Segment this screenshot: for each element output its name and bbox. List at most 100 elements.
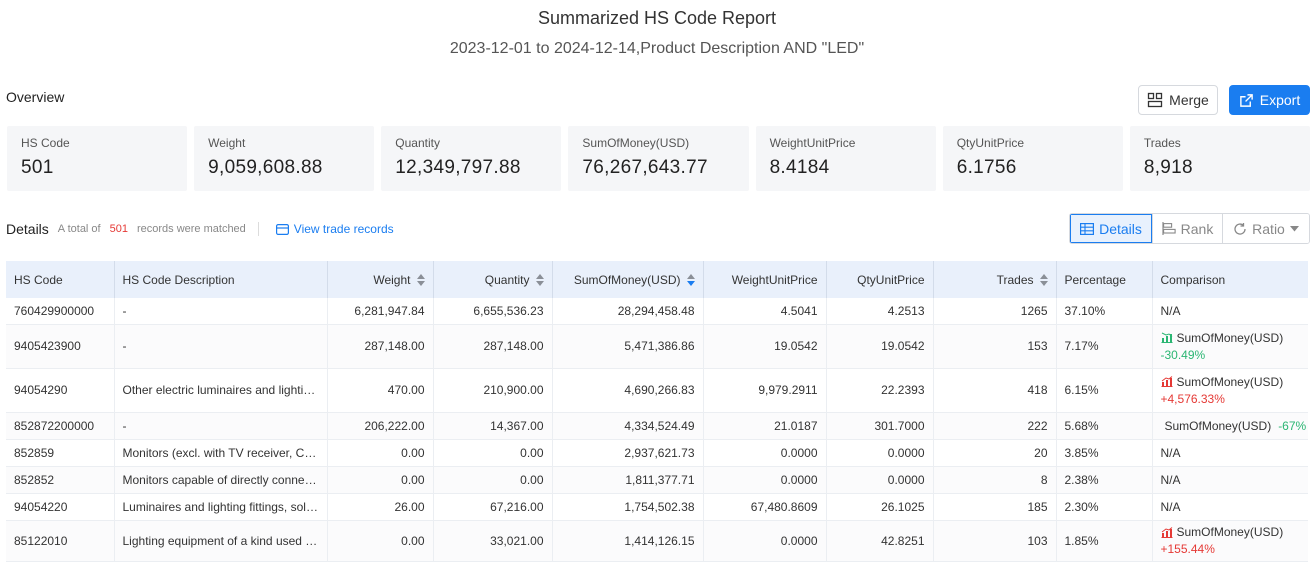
overview-label: Overview (6, 89, 65, 105)
cell-quantity: 33,021.00 (433, 520, 553, 562)
cell-comparison: N/A (1152, 466, 1308, 494)
merge-label: Merge (1169, 92, 1209, 108)
cell-hs-code: 852859 (6, 439, 115, 467)
cell-weight: 6,281,947.84 (327, 298, 434, 325)
tab-ratio[interactable]: Ratio (1222, 214, 1309, 243)
cell-trades: 153 (933, 324, 1057, 369)
card-sum-of-money: SumOfMoney(USD) 76,267,643.77 (568, 126, 749, 191)
comparison-line: SumOfMoney(USD) (1161, 375, 1301, 389)
comparison-line: SumOfMoney(USD) -67% (1161, 418, 1307, 433)
cell-trades: 185 (933, 493, 1057, 521)
merge-icon (1148, 92, 1163, 108)
header-label: Weight (373, 272, 411, 287)
cell-description: - (114, 298, 328, 325)
sort-icon[interactable] (416, 274, 425, 287)
card-quantity: Quantity 12,349,797.88 (381, 126, 562, 191)
column-header-sum-of-money[interactable]: SumOfMoney(USD) (552, 261, 704, 298)
trend-up-icon (1161, 376, 1172, 387)
cell-trades: 1265 (933, 298, 1057, 325)
rank-icon (1162, 222, 1176, 235)
cell-sum-of-money: 1,754,502.38 (552, 493, 704, 521)
tab-ratio-label: Ratio (1252, 220, 1285, 237)
tab-details-label: Details (1099, 220, 1142, 237)
export-button[interactable]: Export (1229, 85, 1310, 115)
comparison-line: SumOfMoney(USD) (1161, 331, 1301, 345)
card-value: 8.4184 (769, 157, 830, 178)
cell-quantity: 287,148.00 (433, 324, 553, 369)
card-label: HS Code (21, 136, 70, 150)
cell-hs-code: 94054220 (6, 493, 115, 521)
card-value: 76,267,643.77 (582, 157, 708, 178)
table-body: 760429900000-6,281,947.84 6,655,536.23 28,… (6, 298, 1308, 562)
total-prefix: A total of (57, 223, 101, 235)
report-subtitle: 2023-12-01 to 2024-12-14,Product Descrip… (449, 40, 865, 57)
cell-quantity: 0.00 (433, 466, 553, 494)
card-label: Quantity (395, 136, 440, 150)
cell-weight: 206,222.00 (327, 412, 434, 440)
table-icon (1080, 222, 1095, 235)
cell-comparison: N/A (1152, 439, 1308, 467)
merge-button[interactable]: Merge (1138, 85, 1218, 115)
cell-sum-of-money: 1,811,377.71 (552, 466, 704, 494)
total-count: 501 (109, 223, 128, 235)
sort-desc-icon[interactable] (686, 274, 695, 287)
total-suffix: records were matched (136, 223, 246, 235)
column-header-quantity[interactable]: Quantity (433, 261, 553, 298)
table-row: 94054290 Other electric luminaires and li… (6, 368, 1308, 413)
cell-qty-unit-price: 0.0000 (826, 466, 934, 494)
card-weight: Weight 9,059,608.88 (194, 126, 375, 191)
cell-trades: 8 (933, 466, 1057, 494)
cell-sum-of-money: 28,294,458.48 (552, 298, 704, 325)
cell-trades: 418 (933, 368, 1057, 413)
view-switcher: Details Rank Ratio (1069, 213, 1310, 244)
table-row: 85122010 Lighting equipment of a kind use… (6, 520, 1308, 562)
cell-qty-unit-price: 19.0542 (826, 324, 934, 369)
export-label: Export (1259, 92, 1301, 108)
view-trade-records-link[interactable]: View trade records (275, 222, 394, 236)
cell-sum-of-money: 4,334,524.49 (552, 412, 704, 440)
cell-weight-unit-price: 0.0000 (703, 520, 827, 562)
sort-icon[interactable] (535, 274, 544, 287)
table-row: 852859 Monitors (excl. with TV receiver, … (6, 439, 1308, 467)
header-label: SumOfMoney(USD) (573, 272, 681, 287)
cell-hs-code: 9405423900 (6, 324, 115, 369)
card-hs-code: HS Code 501 (7, 126, 188, 191)
comparison-value: -67% (1278, 418, 1307, 433)
cell-percentage: 6.15% (1056, 368, 1153, 413)
cell-description: Luminaires and lighting fittings, solely (114, 493, 328, 521)
table-header-row: HS Code HS Code Description Weight Quant… (6, 261, 1308, 298)
column-header-trades[interactable]: Trades (933, 261, 1057, 298)
cell-sum-of-money: 5,471,386.86 (552, 324, 704, 369)
view-trade-records-label: View trade records (293, 222, 394, 236)
comparison-label: SumOfMoney(USD) (1164, 418, 1272, 433)
cell-qty-unit-price: 0.0000 (826, 439, 934, 467)
cell-weight-unit-price: 19.0542 (703, 324, 827, 369)
tab-details[interactable]: Details (1070, 214, 1152, 243)
cell-qty-unit-price: 42.8251 (826, 520, 934, 562)
comparison-label: N/A (1160, 445, 1181, 460)
cell-comparison: N/A (1152, 493, 1308, 521)
column-header-percentage: Percentage (1056, 261, 1153, 298)
divider (257, 222, 259, 236)
column-header-weight[interactable]: Weight (327, 261, 434, 298)
cell-percentage: 7.17% (1056, 324, 1153, 369)
comparison-label: N/A (1160, 499, 1181, 514)
column-header-weight-unit-price: WeightUnitPrice (703, 261, 827, 298)
card-trades: Trades 8,918 (1129, 126, 1310, 191)
comparison-value-line: +4,576.33% (1161, 392, 1301, 406)
header-label: WeightUnitPrice (731, 272, 818, 287)
cell-trades: 103 (933, 520, 1057, 562)
cell-comparison: SumOfMoney(USD) +4,576.33% (1152, 368, 1308, 413)
sort-icon[interactable] (1039, 274, 1048, 287)
comparison-label: SumOfMoney(USD) (1176, 374, 1284, 389)
cell-comparison: N/A (1152, 298, 1308, 325)
comparison-line: SumOfMoney(USD) (1161, 525, 1301, 539)
cell-description: Monitors capable of directly connecting … (114, 466, 328, 494)
tab-rank[interactable]: Rank (1152, 214, 1222, 243)
cell-weight-unit-price: 0.0000 (703, 439, 827, 467)
cell-weight: 0.00 (327, 520, 434, 562)
cell-description: Monitors (excl. with TV receiver, CRT mo… (114, 439, 328, 467)
header-label: Percentage (1064, 272, 1126, 287)
cell-hs-code: 94054290 (6, 368, 115, 413)
card-label: QtyUnitPrice (956, 136, 1025, 150)
